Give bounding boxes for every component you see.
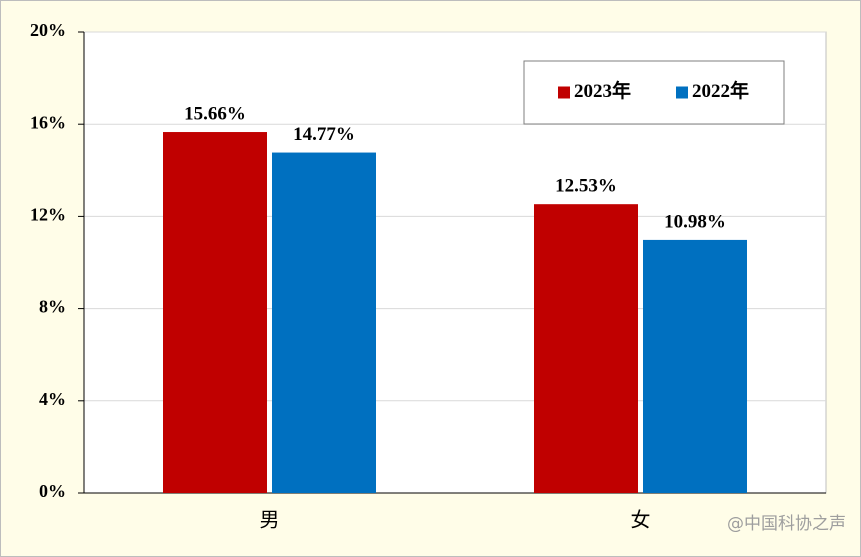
value-label: 12.53%	[555, 176, 617, 197]
x-tick-label: 女	[631, 508, 651, 532]
y-tick-label: 4%	[39, 389, 66, 409]
legend-swatch	[558, 86, 570, 99]
y-tick-label: 8%	[39, 297, 66, 317]
y-tick-label: 0%	[39, 481, 66, 501]
legend-label: 2022年	[692, 79, 749, 102]
value-label: 15.66%	[184, 103, 246, 124]
bar	[163, 132, 267, 494]
y-tick-label: 20%	[30, 20, 66, 40]
y-tick-label: 12%	[30, 205, 66, 225]
value-label: 10.98%	[664, 211, 726, 232]
bar	[643, 239, 747, 493]
x-tick-label: 男	[260, 508, 280, 532]
bar	[534, 204, 638, 493]
value-label: 14.77%	[293, 124, 355, 145]
bar	[272, 152, 376, 493]
y-tick-label: 16%	[30, 112, 66, 132]
legend-swatch	[676, 86, 688, 99]
watermark: @中国科协之声	[727, 514, 846, 534]
legend-label: 2023年	[574, 79, 631, 102]
